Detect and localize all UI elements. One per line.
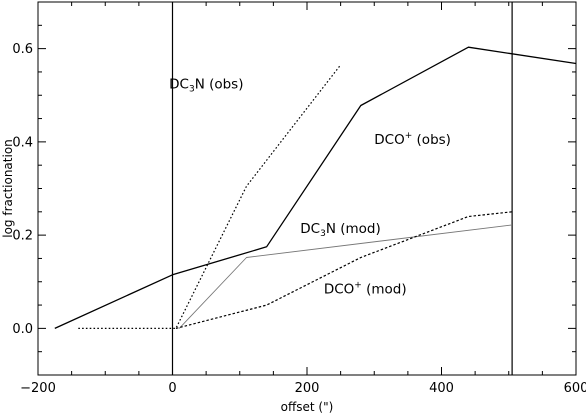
y-tick-label: 0.4 [12, 135, 33, 150]
x-tick-label: 600 [564, 381, 586, 396]
x-tick-label: 400 [429, 381, 454, 396]
series-line-2 [178, 224, 513, 329]
x-tick-label: 0 [168, 381, 176, 396]
series-annotation: DCO+ (mod) [324, 280, 407, 297]
series-annotation: DCO+ (obs) [374, 131, 451, 148]
series-annotation: DC3N (mod) [300, 221, 380, 239]
y-tick-label: 0.2 [12, 229, 33, 244]
series-line-1 [78, 64, 342, 329]
series-line-3 [175, 211, 513, 329]
x-axis-label: offset (") [281, 400, 334, 414]
series-line-0 [54, 46, 577, 329]
x-tick-label: −200 [20, 381, 56, 396]
y-tick-label: 0.0 [12, 322, 33, 337]
y-axis-label: log fractionation [1, 139, 15, 238]
plot-frame [37, 1, 577, 376]
y-tick-label: 0.6 [12, 42, 33, 57]
x-tick-label: 200 [295, 381, 320, 396]
series-annotation: DC3N (obs) [169, 76, 243, 94]
